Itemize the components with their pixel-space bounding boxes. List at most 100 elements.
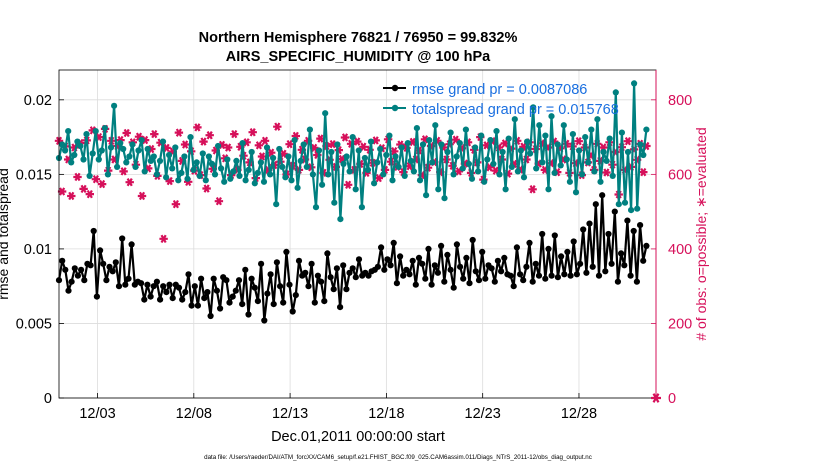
rmse-point bbox=[630, 227, 637, 235]
obs-evaluated-marker bbox=[97, 179, 107, 189]
totalspread-point bbox=[288, 177, 295, 184]
totalspread-point bbox=[438, 141, 445, 148]
totalspread-point bbox=[218, 165, 225, 172]
totalspread-point bbox=[138, 137, 145, 144]
y-tick-label-left: 0.015 bbox=[16, 167, 52, 183]
rmse-point bbox=[434, 269, 441, 276]
totalspread-point bbox=[441, 195, 448, 202]
totalspread-point bbox=[557, 162, 564, 169]
rmse-point bbox=[327, 274, 334, 281]
rmse-point bbox=[242, 266, 249, 273]
rmse-point bbox=[270, 301, 277, 308]
rmse-point bbox=[258, 260, 265, 267]
rmse-point bbox=[280, 299, 287, 306]
rmse-point bbox=[245, 311, 252, 318]
rmse-point bbox=[286, 281, 293, 288]
y-tick-label-right: 600 bbox=[668, 167, 692, 183]
obs-evaluated-marker bbox=[254, 141, 264, 150]
rmse-point bbox=[283, 248, 290, 255]
rmse-point bbox=[507, 272, 514, 279]
rmse-point bbox=[78, 266, 85, 273]
rmse-point bbox=[175, 284, 183, 291]
totalspread-point bbox=[490, 160, 497, 167]
data-file-footer: data file: /Users/raeder/DAI/ATM_forcXX/… bbox=[204, 454, 592, 461]
totalspread-point bbox=[129, 141, 136, 148]
obs-evaluated-marker bbox=[257, 152, 267, 161]
rmse-point bbox=[608, 260, 615, 267]
obs-evaluated-marker bbox=[223, 143, 233, 152]
rmse-point bbox=[453, 241, 460, 248]
rmse-point bbox=[277, 283, 284, 290]
rmse-point bbox=[479, 248, 486, 255]
totalspread-point bbox=[416, 177, 424, 184]
obs-evaluated-marker bbox=[73, 172, 82, 182]
totalspread-point bbox=[456, 140, 463, 147]
obs-evaluated-marker bbox=[273, 122, 282, 131]
totalspread-point bbox=[367, 138, 375, 145]
chart-title-line2: AIRS_SPECIFIC_HUMIDITY @ 100 hPa bbox=[226, 49, 491, 65]
rmse-point bbox=[450, 284, 457, 291]
rmse-point bbox=[333, 265, 340, 272]
rmse-point bbox=[577, 260, 584, 267]
obs-evaluated-marker bbox=[602, 168, 611, 177]
rmse-point bbox=[611, 208, 618, 215]
totalspread-point bbox=[572, 189, 580, 196]
totalspread-point bbox=[334, 141, 341, 148]
totalspread-point bbox=[211, 171, 219, 178]
rmse-point bbox=[393, 280, 400, 287]
totalspread-point bbox=[291, 137, 298, 144]
totalspread-point bbox=[517, 147, 525, 154]
rmse-point bbox=[564, 248, 571, 255]
totalspread-point bbox=[566, 178, 574, 185]
obs-evaluated-marker bbox=[91, 175, 101, 184]
rmse-point bbox=[207, 312, 214, 320]
rmse-point bbox=[343, 286, 350, 293]
y-tick-label-right: 800 bbox=[668, 93, 692, 109]
totalspread-point bbox=[117, 140, 124, 147]
rmse-point bbox=[403, 266, 410, 273]
totalspread-point bbox=[132, 163, 139, 170]
totalspread-point bbox=[89, 150, 96, 157]
rmse-point bbox=[157, 296, 164, 303]
rmse-point bbox=[498, 268, 505, 275]
rmse-point bbox=[141, 296, 148, 303]
x-tick-label: 12/28 bbox=[561, 406, 597, 422]
y-tick-label-left: 0.005 bbox=[16, 316, 52, 332]
totalspread-point bbox=[377, 145, 384, 153]
rmse-point bbox=[627, 272, 634, 279]
x-tick-label: 12/13 bbox=[272, 406, 308, 422]
obs-evaluated-marker bbox=[639, 167, 648, 177]
rmse-point bbox=[567, 272, 574, 279]
totalspread-point bbox=[126, 153, 133, 160]
totalspread-point bbox=[545, 186, 552, 193]
obs-evaluated-marker bbox=[125, 178, 134, 187]
obs-evaluated-marker bbox=[159, 234, 168, 244]
totalspread-point bbox=[270, 154, 277, 162]
rmse-point bbox=[460, 275, 467, 282]
rmse-point bbox=[324, 250, 331, 257]
totalspread-point bbox=[257, 159, 264, 166]
rmse-point bbox=[532, 260, 539, 267]
totalspread-point bbox=[612, 89, 619, 96]
totalspread-point bbox=[426, 137, 433, 144]
rmse-point bbox=[97, 247, 104, 254]
totalspread-point bbox=[190, 166, 197, 173]
obs-evaluated-marker bbox=[374, 173, 383, 183]
totalspread-point bbox=[444, 148, 451, 156]
totalspread-point bbox=[322, 110, 329, 117]
rmse-point bbox=[229, 293, 236, 300]
totalspread-point bbox=[215, 142, 222, 150]
rmse-point bbox=[213, 287, 220, 294]
rmse-point bbox=[188, 302, 195, 309]
totalspread-point bbox=[459, 165, 466, 172]
rmse-point bbox=[90, 227, 97, 235]
totalspread-point bbox=[481, 178, 488, 185]
totalspread-point bbox=[221, 178, 228, 185]
rmse-point bbox=[469, 236, 476, 244]
totalspread-point bbox=[530, 104, 537, 111]
rmse-point bbox=[147, 293, 154, 300]
totalspread-point bbox=[410, 168, 417, 175]
obs-evaluated-marker bbox=[353, 137, 362, 146]
totalspread-point bbox=[80, 156, 87, 163]
